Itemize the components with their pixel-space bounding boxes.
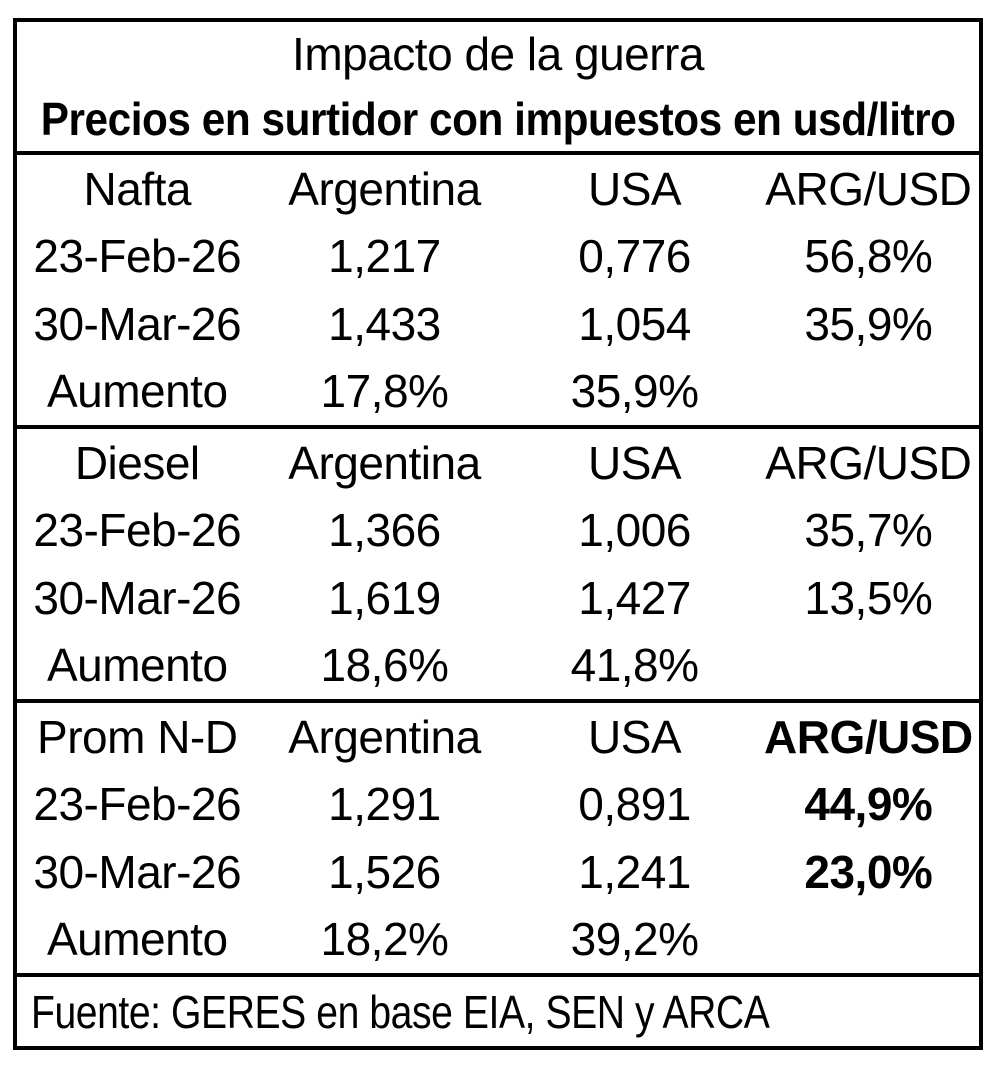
cell-arg-usd	[758, 632, 979, 700]
cell-usa: 0,776	[578, 230, 691, 283]
row-label: 30-Mar-26	[33, 845, 242, 898]
cell-arg-usd: 44,9%	[804, 778, 933, 831]
column-header-arg-usd: ARG/USD	[765, 162, 972, 215]
table-row: 23-Feb-26 1,366 1,006 35,7%	[17, 497, 979, 565]
figure-subtitle-text: Precios en surtidor con impuestos en usd…	[40, 92, 956, 145]
row-label: 23-Feb-26	[33, 230, 242, 283]
title-block: Impacto de la guerra Precios en surtidor…	[17, 22, 979, 155]
column-header-arg-usd: ARG/USD	[764, 710, 973, 763]
cell-arg-usd: 35,7%	[804, 504, 933, 557]
section-nafta: Nafta Argentina USA ARG/USD 23-Feb-26 1,…	[17, 155, 979, 429]
cell-usa: 1,054	[578, 297, 691, 350]
cell-argentina: 1,217	[328, 230, 441, 283]
table-row: 30-Mar-26 1,433 1,054 35,9%	[17, 290, 979, 358]
table-row: Aumento 17,8% 35,9%	[17, 358, 979, 426]
cell-argentina: 18,2%	[320, 913, 449, 966]
section-prom-n-d: Prom N-D Argentina USA ARG/USD 23-Feb-26…	[17, 703, 979, 977]
column-header-argentina: Argentina	[288, 436, 481, 489]
cell-argentina: 1,291	[328, 778, 441, 831]
row-label: Aumento	[46, 913, 228, 966]
cell-usa: 35,9%	[570, 365, 699, 418]
source-note: Fuente: GERES en base EIA, SEN y ARCA	[31, 985, 770, 1038]
table-row: Aumento 18,6% 41,8%	[17, 632, 979, 700]
cell-usa: 1,241	[578, 845, 691, 898]
column-header-argentina: Argentina	[288, 710, 481, 763]
cell-arg-usd	[758, 906, 979, 974]
cell-arg-usd: 23,0%	[804, 845, 933, 898]
cell-arg-usd	[758, 358, 979, 426]
cell-usa: 41,8%	[570, 639, 699, 692]
cell-argentina: 18,6%	[320, 639, 449, 692]
table-row: 23-Feb-26 1,291 0,891 44,9%	[17, 771, 979, 839]
cell-argentina: 17,8%	[320, 365, 449, 418]
cell-arg-usd: 13,5%	[804, 571, 933, 624]
row-label: 30-Mar-26	[33, 571, 242, 624]
column-header-arg-usd: ARG/USD	[765, 436, 972, 489]
column-header-usa: USA	[588, 436, 682, 489]
source-row: Fuente: GERES en base EIA, SEN y ARCA	[17, 977, 979, 1046]
column-header-argentina: Argentina	[288, 162, 481, 215]
cell-usa: 0,891	[578, 778, 691, 831]
cell-argentina: 1,366	[328, 504, 441, 557]
cell-usa: 1,006	[578, 504, 691, 557]
table-row: 30-Mar-26 1,526 1,241 23,0%	[17, 838, 979, 906]
figure-title: Impacto de la guerra	[292, 28, 704, 81]
table-row: 30-Mar-26 1,619 1,427 13,5%	[17, 564, 979, 632]
cell-arg-usd: 35,9%	[804, 297, 933, 350]
cell-arg-usd: 56,8%	[804, 230, 933, 283]
row-label: 30-Mar-26	[33, 297, 242, 350]
cell-argentina: 1,619	[328, 571, 441, 624]
row-label: 23-Feb-26	[33, 778, 242, 831]
row-label: Aumento	[46, 365, 228, 418]
cell-usa: 1,427	[578, 571, 691, 624]
cell-argentina: 1,433	[328, 297, 441, 350]
cell-argentina: 1,526	[328, 845, 441, 898]
row-label: Aumento	[46, 639, 228, 692]
figure-subtitle: Precios en surtidor con impuestos en usd…	[17, 87, 979, 152]
table-row: Aumento 18,2% 39,2%	[17, 906, 979, 974]
section-name: Prom N-D	[37, 710, 238, 763]
column-header-usa: USA	[588, 162, 682, 215]
table-row: 23-Feb-26 1,217 0,776 56,8%	[17, 223, 979, 291]
row-label: 23-Feb-26	[33, 504, 242, 557]
column-header-usa: USA	[588, 710, 682, 763]
section-name: Diesel	[74, 436, 200, 489]
cell-usa: 39,2%	[570, 913, 699, 966]
section-diesel: Diesel Argentina USA ARG/USD 23-Feb-26 1…	[17, 429, 979, 703]
header-row: Diesel Argentina USA ARG/USD	[17, 429, 979, 497]
header-row: Nafta Argentina USA ARG/USD	[17, 155, 979, 223]
section-name: Nafta	[83, 162, 192, 215]
price-table-figure: Impacto de la guerra Precios en surtidor…	[13, 18, 983, 1050]
header-row: Prom N-D Argentina USA ARG/USD	[17, 703, 979, 771]
